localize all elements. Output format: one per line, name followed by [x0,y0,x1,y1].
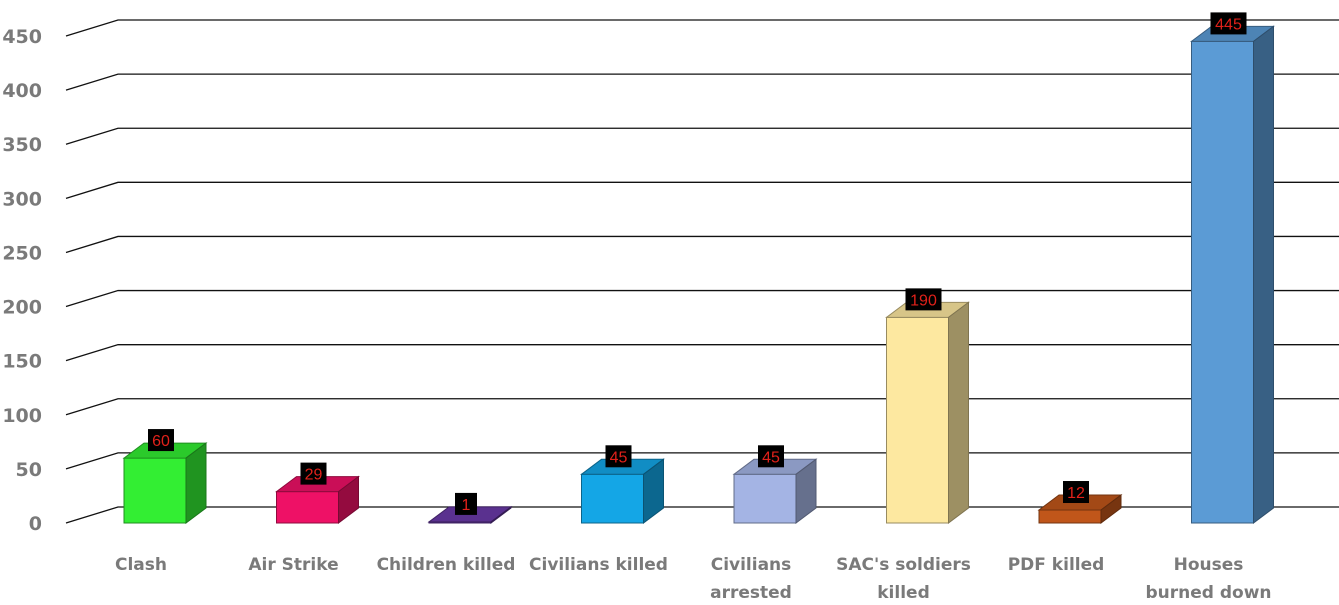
bar: 60 [122,429,208,524]
x-axis-labels: Clash Air Strike Children killed Civilians … [115,555,1272,603]
bar-side [643,458,664,524]
gridline [65,289,1339,308]
data-label-bg [905,288,942,311]
bar-front [581,473,644,524]
gridline [65,452,1339,470]
y-tick-label: 0 [29,513,42,535]
gridline [65,19,1339,37]
data-label: 1 [462,497,471,514]
y-tick-label: 250 [2,242,42,264]
data-label-bg [758,445,784,468]
y-tick-label: 400 [2,80,42,102]
data-label-bg [1063,481,1089,504]
data-label: 45 [762,449,780,466]
x-tick-label: SAC's soldiers [836,555,971,575]
data-label: 45 [610,449,628,466]
bar-front [276,491,339,524]
x-tick-label: Civilians killed [529,555,668,575]
data-label-bg [605,445,632,468]
gridline [65,181,1339,199]
y-axis-ticks: 0 50 100 150 200 250 300 350 400 450 [2,26,42,535]
y-tick-label: 150 [2,351,42,373]
x-tick-label: burned down [1145,583,1271,603]
y-tick-label: 50 [16,459,42,481]
gridline [65,506,1339,524]
x-tick-label: arrested [710,583,792,603]
bar-side [948,301,969,524]
x-tick-label: Clash [115,555,167,575]
bar: 12 [1037,481,1123,524]
x-tick-label: killed [877,583,930,603]
chart-bars: 60 29 1 45 45 190 12 445 [122,12,1276,524]
bar-side [1100,494,1122,524]
x-tick-label: PDF killed [1008,555,1105,575]
bar-side [795,458,817,524]
y-tick-label: 350 [2,134,42,156]
bar-side [338,475,359,524]
bar-front [733,473,797,524]
bar: 445 [1189,12,1276,524]
x-tick-label: Children killed [377,555,516,575]
bar: 45 [732,445,818,524]
bar-side [185,442,207,524]
data-label-bg [300,462,327,485]
bar-front [1038,509,1102,524]
data-label-bg [148,429,174,452]
data-label: 190 [910,292,937,309]
data-label: 60 [152,433,170,450]
gridline [65,398,1339,416]
bar-side [1253,25,1274,524]
gridline [65,127,1339,145]
x-tick-label: Air Strike [248,555,338,575]
data-label: 29 [305,467,323,484]
bar-side [490,505,512,524]
bar-front [886,316,949,524]
bar: 45 [580,445,665,524]
chart-grid [65,19,1339,524]
y-tick-label: 200 [2,297,42,319]
bar: 1 [427,492,513,524]
y-tick-label: 100 [2,405,42,427]
x-tick-label: Civilians [711,555,792,575]
data-label: 445 [1215,16,1242,33]
x-tick-label: Houses [1174,555,1244,575]
data-label-bg [455,492,477,515]
bar-front [1191,40,1254,524]
bar: 29 [275,462,360,524]
bar-front [123,457,187,524]
bar: 190 [885,288,970,524]
y-tick-label: 450 [2,26,42,48]
y-tick-label: 300 [2,188,42,210]
data-label-bg [1210,12,1247,35]
gridline [65,344,1339,362]
gridline [65,235,1339,254]
gridline [65,73,1339,91]
data-label: 12 [1067,485,1085,502]
